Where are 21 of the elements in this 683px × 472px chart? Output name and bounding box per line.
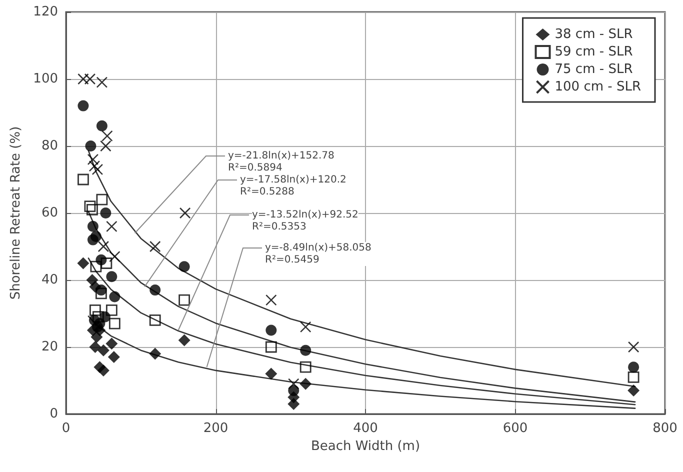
x-tick-label: 200 <box>203 421 228 436</box>
y-tick-label: 20 <box>41 340 58 354</box>
x-tick-label: 400 <box>353 421 378 436</box>
x-tick-label: 800 <box>652 421 678 436</box>
x-axis-title: Beach Width (m) <box>310 438 420 454</box>
x-tick-label: 600 <box>502 421 528 436</box>
legend-label: 75 cm - SLR <box>554 62 633 77</box>
y-tick-label: 120 <box>33 4 58 20</box>
y-tick-label: 80 <box>41 138 58 154</box>
y-tick-label: 40 <box>41 272 58 288</box>
annotation: y=-17.58ln(x)+120.2 R²=0.5288 <box>240 174 346 198</box>
y-axis-title: Shoreline Retreat Rate (%) <box>8 126 24 300</box>
y-tick-label: 60 <box>41 206 58 220</box>
y-tick-label: 0 <box>50 406 58 422</box>
y-tick-label: 100 <box>33 72 58 86</box>
legend-label: 38 cm - SLR <box>554 27 633 42</box>
legend-label: 59 cm - SLR <box>554 44 633 60</box>
annotation: y=-13.52ln(x)+92.52 R²=0.5353 <box>252 210 358 232</box>
legend-label: 100 cm - SLR <box>554 80 642 94</box>
x-tick-label: 0 <box>62 421 70 436</box>
annotation: y=-8.49ln(x)+58.058 R²=0.5459 <box>265 242 372 266</box>
